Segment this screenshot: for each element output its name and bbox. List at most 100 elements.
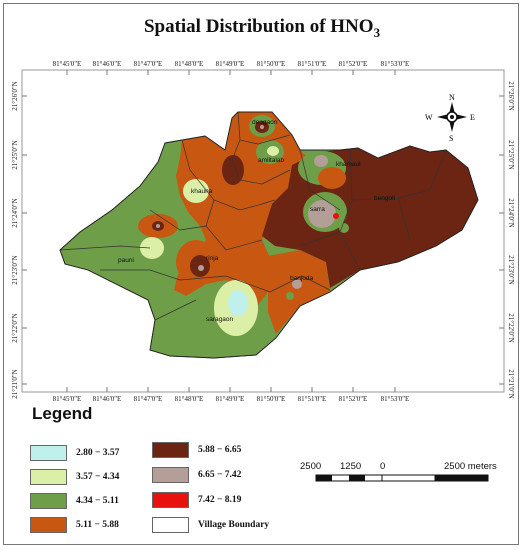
right-lat-label: 21°22'0"N <box>507 313 515 342</box>
legend-label: Village Boundary <box>198 520 270 530</box>
zone-2.80-3.57 <box>228 290 248 316</box>
zone-6.65-7.42 <box>198 265 204 271</box>
legend-item: 2.80 − 3.57 <box>30 444 119 462</box>
legend-item: 6.65 − 7.42 <box>152 466 241 484</box>
map-title: Spatial Distribution of HNO3 <box>143 16 381 40</box>
top-lon-label: 81°48'0"E <box>175 60 204 68</box>
right-lat-label: 21°21'0"N <box>507 369 515 398</box>
legend-label: 6.65 − 7.42 <box>198 470 242 480</box>
scale-label-2500: 2500 <box>300 461 322 472</box>
right-latitude-labels: 21°26'0"N 21°25'0"N 21°24'0"N 21°23'0"N 21°2… <box>507 81 515 398</box>
village-label-khamaul: khamaul <box>336 161 361 168</box>
village-label-pauni: pauni <box>118 257 134 264</box>
north-arrow-icon: N S E W <box>425 93 475 143</box>
legend-item: 7.42 − 8.19 <box>152 491 241 509</box>
scale-label-1250: 1250 <box>340 461 362 472</box>
legend-label: 5.88 − 6.65 <box>198 445 242 455</box>
village-label-amlitalab: amlitalab <box>258 157 284 164</box>
top-longitude-labels: 81°45'0"E 81°46'0"E 81°47'0"E 81°48'0"E 81°4… <box>53 60 410 68</box>
bottom-lon-label: 81°52'0"E <box>339 395 368 403</box>
legend-swatch <box>30 469 67 485</box>
top-lon-label: 81°46'0"E <box>93 60 122 68</box>
top-lon-label: 81°53'0"E <box>381 60 410 68</box>
legend-swatch <box>152 517 189 533</box>
legend-swatch <box>30 493 67 509</box>
left-lat-label: 21°23'0"N <box>11 255 19 284</box>
zone-6.65-7.42 <box>314 155 328 167</box>
village-boundaries <box>59 111 447 321</box>
right-lat-label: 21°25'0"N <box>507 140 515 169</box>
svg-text:N: N <box>449 93 455 102</box>
bottom-lon-label: 81°50'0"E <box>257 395 286 403</box>
zone-6.65-7.42 <box>292 279 302 289</box>
right-lat-label: 21°23'0"N <box>507 255 515 284</box>
village-label-bengoli: bengoli <box>374 195 395 202</box>
legend-label: 4.34 − 5.11 <box>76 496 119 506</box>
zone-3.57-4.34 <box>140 237 164 259</box>
legend-label: 3.57 − 4.34 <box>76 472 120 482</box>
village-label-banjoda: banjoda <box>290 275 314 282</box>
top-lon-label: 81°47'0"E <box>134 60 163 68</box>
legend-label: 2.80 − 3.57 <box>76 448 120 458</box>
top-lon-label: 81°45'0"E <box>53 60 82 68</box>
bottom-lon-label: 81°49'0"E <box>216 395 245 403</box>
zone-4.34-5.11 <box>339 223 349 233</box>
left-latitude-labels: 21°26'0"N 21°25'0"N 21°24'0"N 21°23'0"N 21°2… <box>11 81 19 398</box>
scale-bar <box>315 474 489 482</box>
map-extent-frame <box>21 69 505 393</box>
bottom-lon-label: 81°53'0"E <box>381 395 410 403</box>
bottom-lon-label: 81°48'0"E <box>175 395 204 403</box>
zone-6.65-7.42 <box>260 125 264 129</box>
left-lat-label: 21°24'0"N <box>11 198 19 227</box>
zone-6.65-7.42 <box>156 224 160 228</box>
village-label-saragaon: saragaon <box>206 316 233 323</box>
top-lon-label: 81°49'0"E <box>216 60 245 68</box>
study-area: deogaon amlitalab khauna khamaul sarra b… <box>59 111 479 359</box>
svg-text:S: S <box>449 134 453 143</box>
legend-label: 5.11 − 5.88 <box>76 520 119 530</box>
legend-swatch <box>152 467 189 483</box>
legend-item: 5.88 − 6.65 <box>152 441 241 459</box>
village-label-deogaon: deogaon <box>252 119 278 126</box>
left-lat-label: 21°26'0"N <box>11 81 19 110</box>
zone-6.65-7.42 <box>308 200 336 228</box>
scale-label-2500-meters: 2500 meters <box>444 461 497 472</box>
left-lat-label: 21°25'0"N <box>11 140 19 169</box>
legend-item: 4.34 − 5.11 <box>30 492 119 510</box>
bottom-lon-label: 81°46'0"E <box>93 395 122 403</box>
zone-5.11-5.88 <box>318 167 346 189</box>
svg-text:W: W <box>425 113 433 122</box>
zone-5.88-6.65 <box>222 155 244 185</box>
legend-item: 3.57 − 4.34 <box>30 468 119 486</box>
zone-5.11-5.88 <box>268 250 330 334</box>
village-label-sarra: sarra <box>310 206 325 213</box>
legend-label: 7.42 − 8.19 <box>198 495 242 505</box>
right-lat-label: 21°26'0"N <box>507 81 515 110</box>
svg-text:E: E <box>470 113 475 122</box>
scale-label-0: 0 <box>380 461 386 472</box>
top-lon-label: 81°51'0"E <box>298 60 327 68</box>
map-frame <box>3 3 519 545</box>
legend-item: Village Boundary <box>152 516 269 534</box>
legend-swatch <box>152 492 189 508</box>
zone-3.57-4.34 <box>267 146 279 156</box>
bottom-longitude-labels: 81°45'0"E 81°46'0"E 81°47'0"E 81°48'0"E 81°4… <box>53 395 410 403</box>
bottom-lon-label: 81°51'0"E <box>298 395 327 403</box>
zone-3.57-4.34 <box>183 179 209 203</box>
legend-swatch <box>30 445 67 461</box>
village-label-rinja: rinja <box>206 255 219 262</box>
left-lat-label: 21°22'0"N <box>11 313 19 342</box>
legend-title: Legend <box>32 404 93 423</box>
graticule-ticks <box>22 70 504 392</box>
zone-7.42-8.19 <box>333 213 339 219</box>
village-label-khauna: khauna <box>191 188 213 195</box>
legend-item: 5.11 − 5.88 <box>30 516 119 534</box>
top-lon-label: 81°50'0"E <box>257 60 286 68</box>
legend-swatch <box>152 442 189 458</box>
legend-swatch <box>30 517 67 533</box>
top-lon-label: 81°52'0"E <box>339 60 368 68</box>
zone-4.34-5.11 <box>286 292 294 300</box>
bottom-lon-label: 81°45'0"E <box>53 395 82 403</box>
right-lat-label: 21°24'0"N <box>507 198 515 227</box>
